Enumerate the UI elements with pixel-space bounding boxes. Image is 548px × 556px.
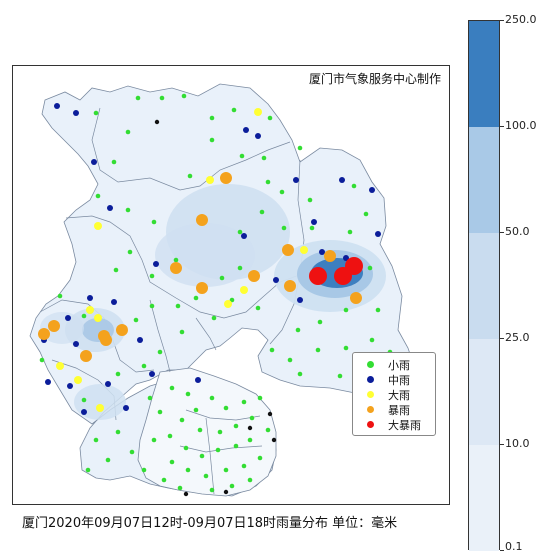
colorbar-tick-label: 250.0: [505, 13, 537, 26]
legend-label: 小雨: [388, 358, 410, 372]
map-credit: 厦门市气象服务中心制作: [308, 72, 441, 86]
colorbar-tick-label: 50.0: [505, 225, 530, 238]
legend-marker: [367, 421, 374, 428]
moderate-rain-stations: [41, 103, 381, 415]
rainstorm-stations: [38, 172, 362, 362]
legend-label: 大暴雨: [388, 418, 421, 432]
legend-marker: [367, 376, 374, 383]
legend-marker: [367, 406, 374, 413]
legend-label: 暴雨: [388, 403, 410, 417]
colorbar-tick-label: 10.0: [505, 437, 530, 450]
colorbar-tick: [500, 20, 504, 21]
legend-marker: [367, 361, 374, 368]
rainfall-map: [29, 83, 419, 497]
colorbar-tick: [500, 550, 504, 551]
legend-label: 大雨: [388, 388, 410, 402]
colorbar-segment: [469, 21, 499, 127]
legend-item: 大暴雨: [359, 417, 431, 432]
colorbar-tick-label: 0.1: [505, 540, 523, 553]
legend-item: 暴雨: [359, 402, 431, 417]
light-rain-stations: [39, 93, 403, 493]
legend-item: 中雨: [359, 372, 431, 387]
colorbar-segment: [469, 127, 499, 233]
colorbar-tick-label: 100.0: [505, 119, 537, 132]
map-legend: 小雨 中雨 大雨 暴雨 大暴雨: [352, 352, 436, 436]
legend-label: 中雨: [388, 373, 410, 387]
legend-marker: [367, 391, 374, 398]
colorbar-segment: [469, 233, 499, 339]
torrential-rain-stations: [309, 257, 363, 285]
colorbar-tick: [500, 126, 504, 127]
colorbar: [468, 20, 500, 551]
legend-item: 大雨: [359, 387, 431, 402]
other-stations: [154, 119, 277, 497]
colorbar-segment: [469, 339, 499, 445]
heavy-rain-stations: [56, 108, 308, 412]
colorbar-tick-label: 25.0: [505, 331, 530, 344]
legend-item: 小雨: [359, 357, 431, 372]
colorbar-tick: [500, 338, 504, 339]
colorbar-tick: [500, 444, 504, 445]
colorbar-segment: [469, 445, 499, 551]
map-caption: 厦门2020年09月07日12时-09月07日18时雨量分布 单位：毫米: [22, 516, 398, 531]
colorbar-tick: [500, 232, 504, 233]
